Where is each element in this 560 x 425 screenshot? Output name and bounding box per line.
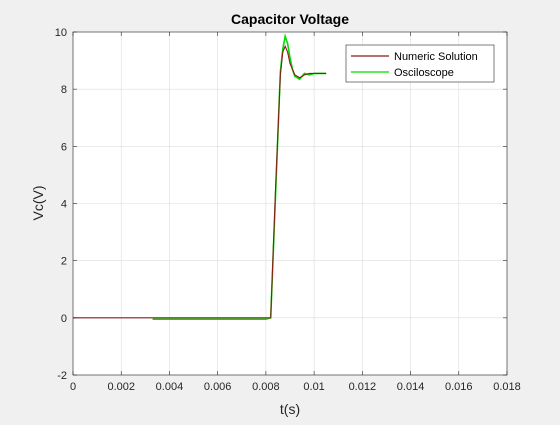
y-tick-label: 10 — [55, 27, 67, 39]
series-numeric-solution-line — [73, 44, 327, 319]
x-tick-label: 0.016 — [445, 381, 473, 393]
chart-title: Capacitor Voltage — [231, 11, 349, 27]
y-axis: -2 0 2 4 6 8 10 — [55, 27, 507, 382]
x-tick-label: 0.008 — [252, 381, 280, 393]
y-tick-label: 4 — [61, 199, 67, 211]
legend: Numeric Solution Osciloscope — [345, 44, 495, 83]
x-tick-label: 0 — [70, 381, 76, 393]
x-tick-label: 0.004 — [156, 381, 184, 393]
x-tick-label: 0.012 — [349, 381, 377, 393]
x-tick-label: 0.002 — [107, 381, 135, 393]
series-layer — [73, 33, 327, 321]
x-tick-label: 0.018 — [493, 381, 521, 393]
y-tick-label: -2 — [57, 370, 67, 382]
legend-box — [345, 44, 495, 83]
y-tick-label: 0 — [61, 313, 67, 325]
y-tick-label: 2 — [61, 256, 67, 268]
y-axis-label: Vc(V) — [30, 186, 46, 221]
x-tick-label: 0.014 — [397, 381, 425, 393]
x-axis: 0 0.002 0.004 0.006 0.008 0.01 0.012 0.014 0.016… — [70, 32, 521, 393]
series-oscilloscope-line — [152, 33, 327, 321]
legend-label-numeric: Numeric Solution — [394, 51, 478, 63]
x-tick-label: 0.006 — [204, 381, 232, 393]
legend-label-oscilloscope: Osciloscope — [394, 67, 454, 79]
y-tick-label: 6 — [61, 141, 67, 153]
x-axis-label: t(s) — [280, 401, 300, 417]
x-tick-label: 0.01 — [303, 381, 324, 393]
y-tick-label: 8 — [61, 84, 67, 96]
